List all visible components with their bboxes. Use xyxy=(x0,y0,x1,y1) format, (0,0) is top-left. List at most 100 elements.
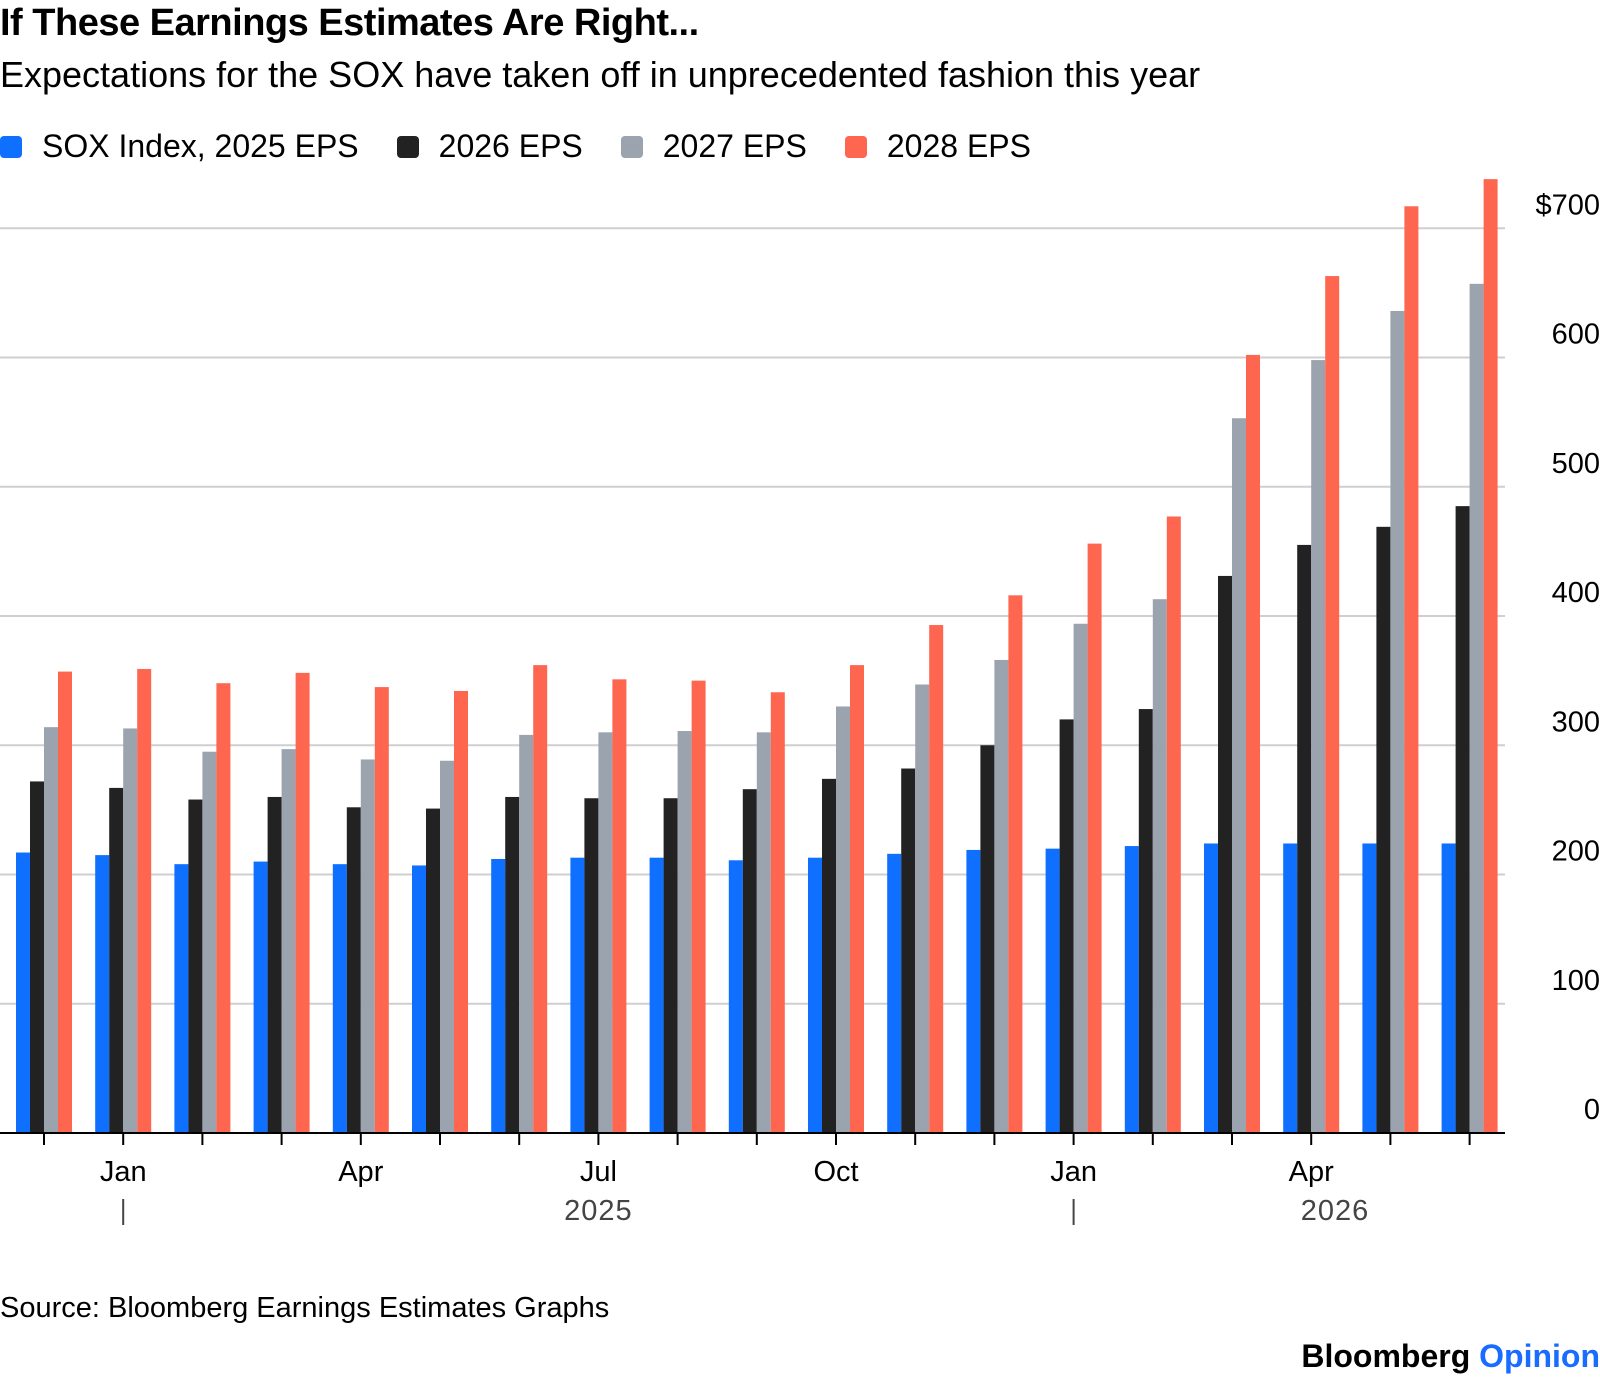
bar-series2-cat7 xyxy=(598,732,613,1133)
bar-series3-cat12 xyxy=(1008,595,1023,1133)
bar-series0-cat1 xyxy=(95,855,110,1133)
bar-series3-cat14 xyxy=(1166,516,1181,1133)
legend-item-2027: 2027 EPS xyxy=(620,128,807,165)
bar-series1-cat5 xyxy=(426,808,440,1133)
bar-series0-cat9 xyxy=(728,860,743,1133)
legend-item-sox-2025: SOX Index, 2025 EPS xyxy=(0,128,359,165)
bar-series0-cat8 xyxy=(649,857,664,1133)
bar-series2-cat6 xyxy=(519,734,534,1133)
bar-series0-cat7 xyxy=(570,857,585,1133)
legend-label-2026: 2026 EPS xyxy=(438,128,583,164)
bar-series1-cat10 xyxy=(822,778,836,1133)
bar-series0-cat12 xyxy=(966,849,981,1133)
x-month-label-5: Apr xyxy=(1289,1156,1334,1188)
bar-series1-cat17 xyxy=(1376,526,1391,1133)
y-tick-label-300: 300 xyxy=(1552,706,1600,738)
bar-series3-cat13 xyxy=(1087,543,1102,1133)
bar-series3-cat17 xyxy=(1404,206,1419,1134)
x-month-label-3: Oct xyxy=(813,1156,858,1188)
legend-item-2026: 2026 EPS xyxy=(396,128,583,165)
bar-series3-cat4 xyxy=(374,687,389,1133)
bar-series2-cat10 xyxy=(836,706,850,1133)
bar-series3-cat5 xyxy=(454,690,468,1133)
legend-label-2027: 2027 EPS xyxy=(662,128,807,164)
bar-series1-cat4 xyxy=(346,807,361,1133)
y-tick-label-100: 100 xyxy=(1552,965,1600,997)
bar-series1-cat8 xyxy=(663,798,678,1133)
bar-series2-cat13 xyxy=(1073,623,1088,1133)
bar-series2-cat12 xyxy=(994,659,1009,1133)
bar-series1-cat16 xyxy=(1297,544,1312,1133)
x-month-label-2: Jul xyxy=(580,1156,617,1188)
legend-swatch-sox-2025 xyxy=(0,135,22,158)
bar-series0-cat6 xyxy=(491,858,506,1133)
bar-series3-cat0 xyxy=(58,671,72,1133)
bar-series0-cat3 xyxy=(253,861,268,1133)
legend-label-2028: 2028 EPS xyxy=(886,128,1031,164)
bar-series1-cat18 xyxy=(1455,506,1470,1133)
source-note: Source: Bloomberg Earnings Estimates Gra… xyxy=(0,1292,610,1324)
y-tick-label-0: 0 xyxy=(1584,1094,1600,1126)
bar-series3-cat1 xyxy=(137,668,152,1133)
bar-series2-cat3 xyxy=(281,749,296,1133)
bar-series0-cat16 xyxy=(1283,843,1298,1133)
bar-series2-cat8 xyxy=(677,731,692,1133)
bar-series1-cat14 xyxy=(1138,709,1153,1133)
bar-series2-cat14 xyxy=(1152,599,1167,1133)
x-month-label-4: Jan xyxy=(1050,1156,1097,1188)
legend-label-sox-2025: SOX Index, 2025 EPS xyxy=(42,128,359,164)
chart-title: If These Earnings Estimates Are Right... xyxy=(0,2,699,44)
bar-series2-cat5 xyxy=(440,760,454,1133)
x-year-label-0: 2025 xyxy=(564,1195,633,1227)
bar-series0-cat17 xyxy=(1362,843,1377,1133)
brand-main: Bloomberg xyxy=(1301,1338,1471,1374)
bar-series3-cat8 xyxy=(691,680,706,1133)
legend-swatch-2028 xyxy=(844,135,867,158)
brand-logo: Bloomberg Opinion xyxy=(1301,1338,1600,1375)
bar-series3-cat9 xyxy=(770,692,785,1133)
bar-series0-cat5 xyxy=(412,865,426,1133)
y-tick-label-200: 200 xyxy=(1552,836,1600,868)
bar-series2-cat4 xyxy=(360,759,375,1133)
bar-series0-cat11 xyxy=(887,853,902,1133)
bar-series3-cat3 xyxy=(295,672,310,1133)
legend-swatch-2027 xyxy=(620,135,643,158)
bar-series3-cat16 xyxy=(1325,276,1340,1133)
bar-series1-cat2 xyxy=(188,799,203,1133)
x-month-label-1: Apr xyxy=(338,1156,383,1188)
bar-series1-cat1 xyxy=(109,787,124,1133)
bar-series2-cat1 xyxy=(123,728,138,1133)
bar-series2-cat16 xyxy=(1311,360,1326,1133)
bar-series0-cat0 xyxy=(16,852,30,1133)
bar-series3-cat11 xyxy=(929,625,944,1133)
x-year-label-1: 2026 xyxy=(1301,1195,1370,1227)
bar-series0-cat10 xyxy=(808,857,822,1133)
y-tick-label-400: 400 xyxy=(1552,577,1600,609)
bar-chart: 0 100 200 300 400 500 600 $700 Jan Apr Jul Oct Jan Ap… xyxy=(0,179,1600,1227)
y-tick-label-500: 500 xyxy=(1552,448,1600,480)
bar-series3-cat10 xyxy=(850,665,864,1133)
bar-series3-cat6 xyxy=(533,665,548,1133)
bar-series0-cat15 xyxy=(1204,843,1218,1133)
bar-series2-cat17 xyxy=(1390,310,1405,1134)
bar-series2-cat2 xyxy=(202,751,217,1133)
brand-accent: Opinion xyxy=(1479,1338,1600,1374)
bar-series0-cat2 xyxy=(174,864,189,1133)
bar-series1-cat3 xyxy=(267,796,282,1133)
bar-series2-cat11 xyxy=(915,684,930,1133)
x-month-label-0: Jan xyxy=(100,1156,147,1188)
bar-series0-cat13 xyxy=(1045,848,1060,1133)
bar-series1-cat6 xyxy=(505,796,520,1133)
bar-series1-cat0 xyxy=(30,781,44,1133)
bar-series2-cat9 xyxy=(756,732,771,1133)
bar-series0-cat18 xyxy=(1441,843,1456,1133)
bar-series2-cat0 xyxy=(44,727,58,1133)
bar-series0-cat14 xyxy=(1124,846,1139,1133)
legend-swatch-2026 xyxy=(396,135,419,158)
y-tick-label-600: 600 xyxy=(1552,319,1600,351)
bar-series1-cat13 xyxy=(1059,719,1074,1133)
y-tick-label-700: $700 xyxy=(1535,189,1600,221)
bar-series1-cat11 xyxy=(901,768,916,1133)
bar-series1-cat12 xyxy=(980,745,995,1133)
bar-series3-cat7 xyxy=(612,679,627,1133)
